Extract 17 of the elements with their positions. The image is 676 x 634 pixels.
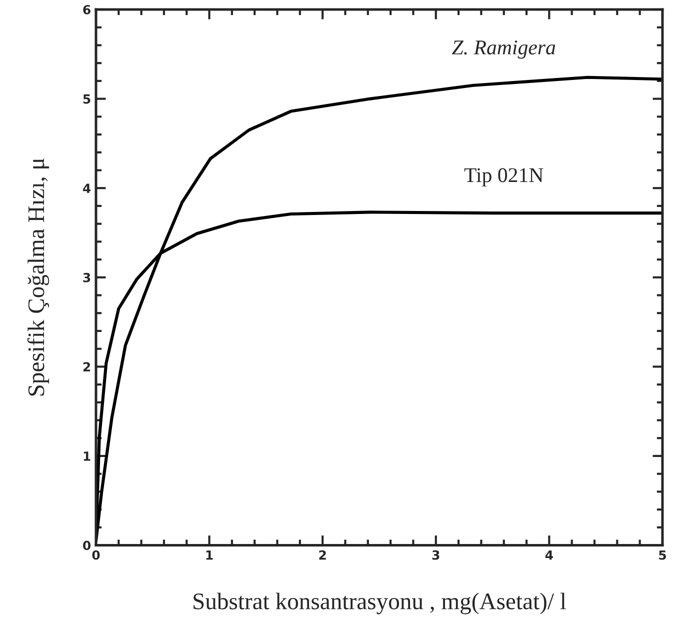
x-tick-label: 3 [432,550,440,560]
y-tick-label: 4 [82,184,91,193]
y-tick-label: 3 [83,272,90,282]
x-axis-title: Substrat konsantrasyonu , mg(Asetat)/ l [194,592,566,614]
x-tick-label: 1 [206,550,213,560]
x-tick-label: 0 [92,550,100,560]
y-tick-label: 0 [83,540,91,550]
x-tick-label: 4 [545,550,553,560]
x-tick-label: 5 [659,550,666,560]
y-tick-label: 5 [83,94,90,104]
x-tick-label: 2 [319,550,326,560]
y-tick-label: 1 [84,452,90,461]
series-label: Tip 021N [464,168,544,186]
y-tick-label: 2 [83,362,90,372]
y-axis-title: Spesifik Çoğalma Hızı, μ [27,158,50,396]
y-tick-label: 6 [83,4,90,14]
series-label: Z. Ramigera [452,40,556,59]
